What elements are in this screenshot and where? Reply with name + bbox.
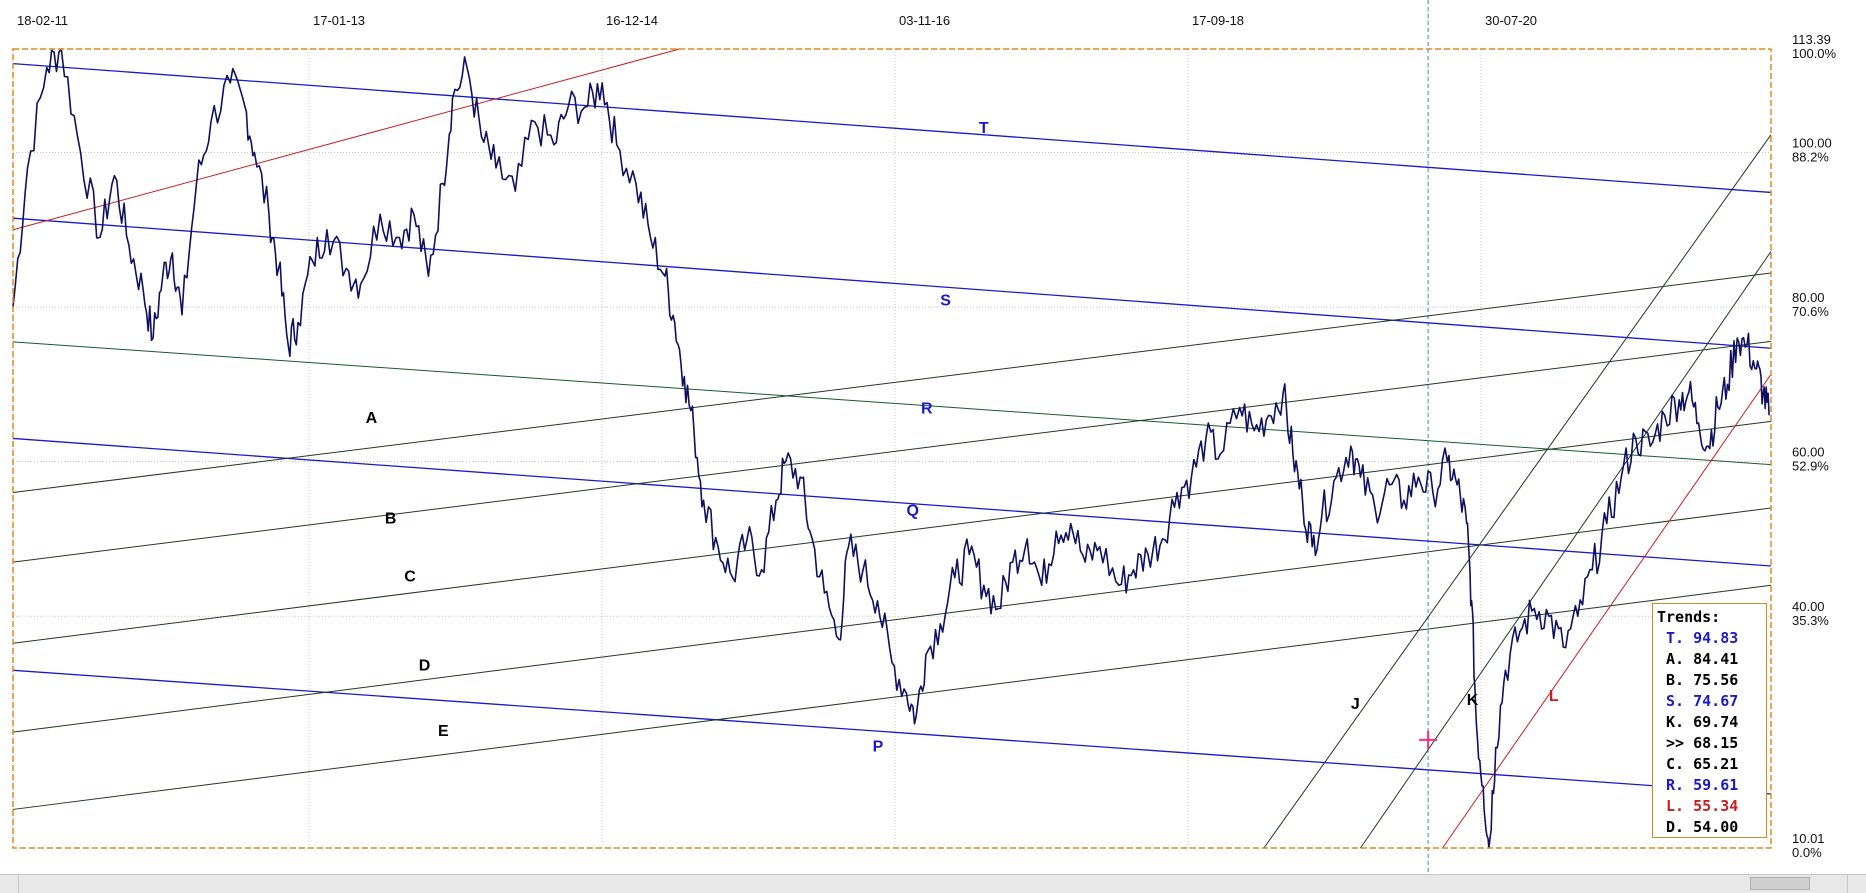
trend-legend-value: 68.15 (1693, 734, 1739, 752)
trend-line-labels: T S R Q P A B C D E J K L (366, 120, 1559, 755)
price-line (12, 48, 1770, 849)
trend-legend-row: S. 74.67 (1657, 691, 1762, 712)
trend-label-d: D (419, 657, 431, 674)
trend-legend-row: B. 75.56 (1657, 670, 1762, 691)
trend-legend-value: 84.41 (1693, 650, 1739, 668)
trend-lines (12, 48, 1772, 849)
trend-legend-value: 75.56 (1693, 671, 1739, 689)
scroll-right-button[interactable] (1847, 875, 1866, 893)
price-series (12, 48, 1770, 849)
date-label: 17-09-18 (1192, 13, 1244, 28)
price-label: 113.39 (1792, 32, 1831, 47)
scroll-left-button[interactable] (0, 875, 19, 893)
price-label: 40.00 (1792, 599, 1825, 614)
trend-legend-label: K. (1666, 713, 1685, 731)
price-label: 100.00 (1792, 135, 1832, 150)
trend-label-r: R (921, 401, 933, 418)
trend-line-e (12, 584, 1772, 810)
trend-label-c: C (404, 568, 416, 585)
trend-legend-value: 65.21 (1693, 755, 1739, 773)
trend-line-red (12, 48, 680, 231)
trend-label-q: Q (906, 503, 918, 520)
trend-line-b (12, 340, 1772, 563)
trend-legend-value: 74.67 (1693, 692, 1739, 710)
trend-legend-row: >> 68.15 (1657, 733, 1762, 754)
scroll-thumb[interactable] (1750, 877, 1810, 890)
horizontal-scrollbar[interactable] (0, 874, 1866, 893)
trend-line-q (12, 437, 1772, 567)
trend-label-k: K (1467, 692, 1479, 709)
trend-legend-label: T. (1666, 629, 1685, 647)
date-label: 16-12-14 (606, 13, 658, 28)
trend-legend-value: 69.74 (1693, 713, 1739, 731)
price-label: 80.00 (1792, 290, 1825, 305)
percent-label: 52.9% (1792, 459, 1829, 474)
trend-legend-label: B. (1666, 671, 1685, 689)
trend-legend-label: A. (1666, 650, 1685, 668)
date-label: 17-01-13 (313, 13, 365, 28)
trend-line-a (12, 272, 1772, 494)
trend-label-l: L (1549, 688, 1559, 705)
price-chart[interactable]: T S R Q P A B C D E J K L 18-02-11 17-01-13 16-12-14 03… (0, 0, 1866, 874)
trend-line-r (12, 341, 1772, 466)
trends-legend: Trends: T. 94.83 A. 84.41 B. 75.56 S. 74… (1652, 603, 1767, 838)
trend-legend-value: 59.61 (1693, 776, 1739, 794)
trend-label-t: T (979, 120, 989, 137)
trend-legend-value: 55.34 (1693, 797, 1739, 815)
axes: 18-02-11 17-01-13 16-12-14 03-11-16 17-09-18… (17, 13, 1837, 860)
date-label: 03-11-16 (899, 13, 950, 28)
price-label: 10.01 (1792, 831, 1825, 846)
date-label: 18-02-11 (17, 13, 68, 28)
trend-label-e: E (438, 723, 449, 740)
trend-line-c (12, 420, 1772, 644)
trend-label-p: P (873, 738, 884, 755)
trend-legend-label: C. (1666, 755, 1685, 773)
trend-label-a: A (366, 410, 378, 427)
trend-line-s (12, 217, 1772, 349)
trend-legend-label: S. (1666, 692, 1685, 710)
trend-legend-row: A. 84.41 (1657, 649, 1762, 670)
trend-legend-row: D. 54.00 (1657, 817, 1762, 838)
trend-label-b: B (385, 510, 397, 527)
trend-legend-label: L. (1666, 797, 1685, 815)
trend-legend-value: 54.00 (1693, 818, 1739, 836)
trend-legend-value: 94.83 (1693, 629, 1739, 647)
trend-legend-row: L. 55.34 (1657, 796, 1762, 817)
trend-legend-label: >> (1666, 734, 1685, 752)
trend-line-d (12, 507, 1772, 733)
trend-line-t (12, 62, 1772, 194)
date-label: 30-07-20 (1485, 13, 1537, 28)
percent-label: 35.3% (1792, 613, 1829, 628)
trend-legend-label: R. (1666, 776, 1685, 794)
trend-line-p (12, 669, 1772, 795)
percent-label: 88.2% (1792, 149, 1829, 164)
trend-legend-row: K. 69.74 (1657, 712, 1762, 733)
trend-legend-row: T. 94.83 (1657, 628, 1762, 649)
trend-legend-label: D. (1666, 818, 1685, 836)
trend-line-j (1263, 134, 1772, 849)
trend-label-s: S (940, 293, 951, 310)
trend-line-l (1442, 374, 1772, 849)
price-label: 60.00 (1792, 445, 1825, 460)
trends-legend-title: Trends: (1657, 608, 1721, 626)
grid-lines (12, 0, 1771, 874)
chart-frame (12, 48, 1772, 849)
percent-label: 0.0% (1792, 845, 1822, 860)
percent-label: 70.6% (1792, 304, 1829, 319)
trend-legend-row: R. 59.61 (1657, 775, 1762, 796)
percent-label: 100.0% (1792, 46, 1837, 61)
trend-legend-row: C. 65.21 (1657, 754, 1762, 775)
trend-label-j: J (1351, 696, 1360, 713)
